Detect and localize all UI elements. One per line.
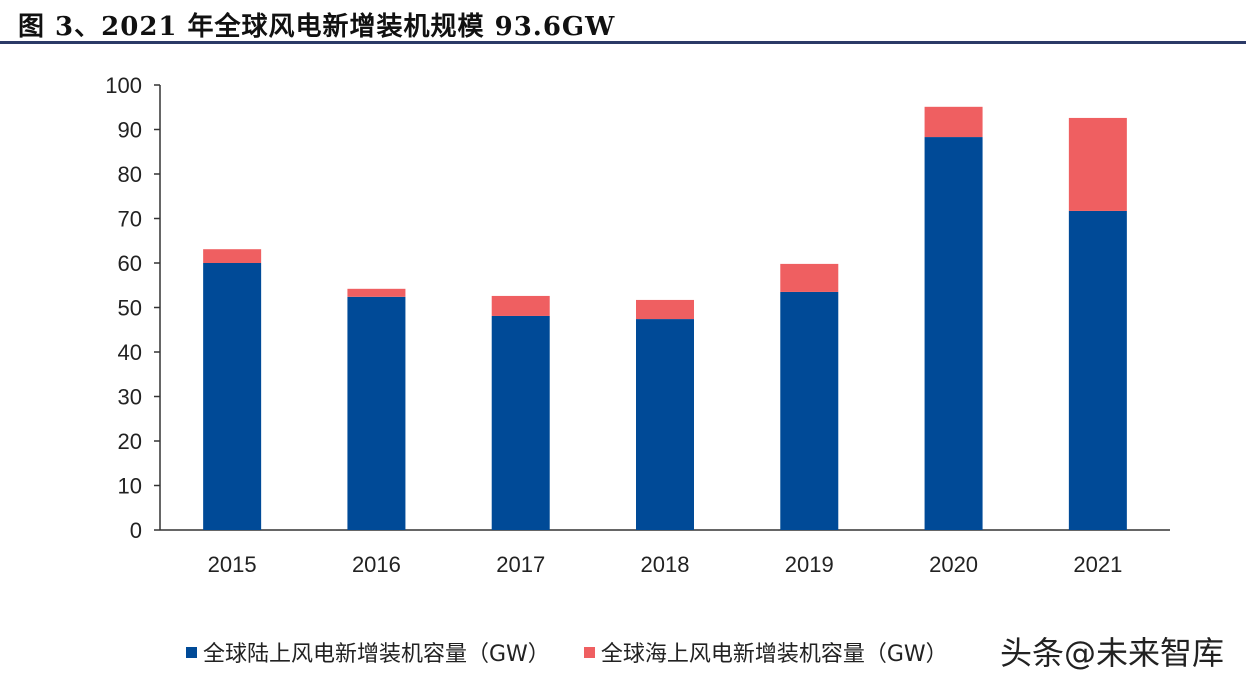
bar-onshore-2019 — [780, 291, 839, 530]
x-tick-label: 2019 — [785, 552, 834, 577]
x-tick-label: 2016 — [352, 552, 401, 577]
y-tick-label: 100 — [105, 73, 142, 98]
y-tick-label: 20 — [118, 429, 142, 454]
x-tick-label: 2020 — [929, 552, 978, 577]
figure-title: 图 3、2021 年全球风电新增装机规模 93.6GW — [18, 12, 616, 42]
y-tick-label: 80 — [118, 162, 142, 187]
bar-onshore-2016 — [347, 296, 406, 530]
stacked-bar-chart: 0 10 20 30 40 50 60 70 80 90 100 2015 2016 2017 2018 20… — [105, 73, 1170, 577]
watermark: 头条@未来智库 — [1000, 628, 1225, 674]
bar-onshore-2017 — [491, 315, 550, 530]
y-tick-label: 50 — [118, 296, 142, 321]
x-tick-label: 2021 — [1073, 552, 1122, 577]
y-tick-label: 90 — [118, 118, 142, 143]
x-tick-label: 2017 — [496, 552, 545, 577]
bar-offshore-2021 — [1068, 117, 1127, 211]
bar-onshore-2020 — [924, 137, 983, 530]
x-tick-label: 2015 — [208, 552, 257, 577]
bar-onshore-2015 — [203, 263, 262, 530]
legend-label: 全球陆上风电新增装机容量（GW） — [203, 642, 550, 667]
y-tick-label: 0 — [130, 518, 142, 543]
bar-offshore-2019 — [780, 263, 839, 292]
legend-item-onshore: 全球陆上风电新增装机容量（GW） — [186, 636, 550, 668]
x-tick-label: 2018 — [641, 552, 690, 577]
bar-onshore-2021 — [1068, 210, 1127, 530]
legend-item-offshore: 全球海上风电新增装机容量（GW） — [583, 636, 948, 668]
bar-offshore-2017 — [491, 295, 550, 316]
y-tick-label: 10 — [118, 474, 142, 499]
legend-label: 全球海上风电新增装机容量（GW） — [600, 642, 948, 667]
title-rule — [0, 41, 1246, 44]
bar-offshore-2016 — [347, 288, 406, 297]
y-tick-label: 60 — [118, 251, 142, 276]
bar-offshore-2020 — [924, 106, 983, 138]
y-tick-label: 30 — [118, 385, 142, 410]
bar-offshore-2015 — [203, 249, 262, 263]
legend-swatch — [186, 646, 197, 658]
legend-swatch — [583, 646, 595, 658]
bar-onshore-2018 — [636, 319, 694, 530]
y-tick-label: 70 — [118, 207, 142, 232]
bar-offshore-2018 — [636, 299, 694, 320]
legend: 全球陆上风电新增装机容量（GW） 全球海上风电新增装机容量（GW） — [186, 636, 982, 668]
y-tick-label: 40 — [118, 340, 142, 365]
